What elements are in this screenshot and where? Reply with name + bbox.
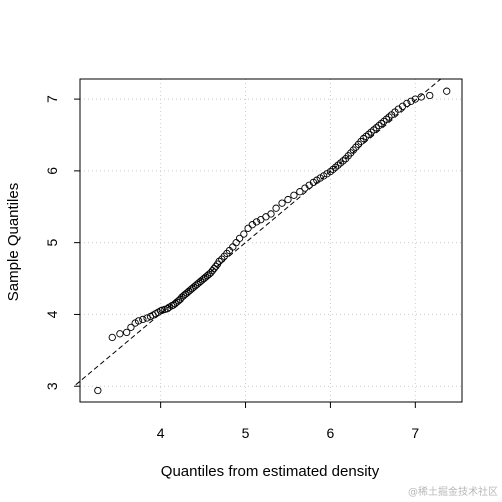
data-point — [134, 317, 143, 325]
y-axis-label: Sample Quantiles — [5, 183, 22, 301]
data-point — [296, 188, 304, 196]
data-point — [380, 117, 388, 125]
watermark-text: @稀土掘金技术社区 — [408, 487, 498, 498]
data-point — [364, 130, 373, 138]
y-axis-ticks: 3 4 5 6 7 — [44, 95, 80, 390]
x-axis-ticks: 4 5 6 7 — [157, 402, 419, 441]
data-point — [290, 191, 298, 199]
data-point — [139, 315, 147, 324]
data-point — [362, 132, 370, 141]
y-tick-label: 6 — [44, 167, 60, 175]
plot-frame — [79, 78, 463, 403]
x-tick-label: 7 — [411, 425, 419, 441]
data-point — [336, 159, 345, 167]
data-point — [229, 243, 237, 251]
data-point — [382, 115, 391, 123]
grid-lines — [80, 79, 462, 402]
data-point — [284, 195, 292, 204]
data-point — [375, 122, 383, 130]
data-point — [212, 262, 220, 270]
y-tick-label: 5 — [44, 239, 60, 247]
data-point — [331, 163, 340, 171]
reference-line-group — [75, 78, 442, 386]
data-point — [278, 199, 286, 207]
data-point — [329, 165, 337, 174]
data-point — [244, 224, 252, 232]
data-point — [108, 333, 116, 342]
data-point — [370, 126, 378, 134]
data-point — [252, 218, 261, 226]
data-point — [334, 161, 342, 169]
data-point — [267, 210, 275, 218]
data-point — [372, 124, 380, 132]
x-axis-label: Quantiles from estimated density — [161, 463, 380, 480]
data-point — [339, 157, 347, 165]
data-point — [123, 328, 131, 337]
data-point — [127, 323, 135, 332]
data-point — [407, 97, 415, 105]
x-tick-label: 6 — [327, 425, 335, 441]
y-tick-label: 7 — [44, 95, 60, 103]
data-point — [367, 128, 375, 136]
x-tick-label: 4 — [157, 425, 165, 441]
data-point — [272, 204, 280, 212]
reference-line — [75, 78, 442, 386]
data-points — [94, 87, 451, 395]
data-point — [143, 314, 151, 322]
data-point — [326, 167, 335, 176]
data-point — [403, 99, 411, 108]
data-point — [377, 119, 386, 128]
data-point — [116, 330, 124, 338]
data-point — [426, 91, 434, 100]
data-point — [215, 257, 223, 265]
data-point — [417, 93, 425, 101]
x-tick-label: 5 — [242, 425, 250, 441]
data-point — [240, 230, 248, 238]
data-point — [359, 134, 368, 143]
y-tick-label: 4 — [44, 310, 60, 318]
data-point — [443, 87, 451, 95]
y-tick-label: 3 — [44, 382, 60, 390]
data-point — [94, 386, 102, 395]
data-point — [235, 234, 244, 242]
data-point — [385, 113, 393, 121]
